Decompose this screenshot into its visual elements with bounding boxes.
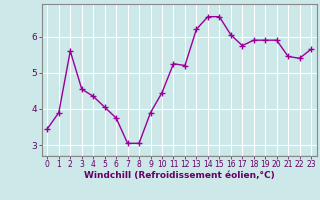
X-axis label: Windchill (Refroidissement éolien,°C): Windchill (Refroidissement éolien,°C)	[84, 171, 275, 180]
